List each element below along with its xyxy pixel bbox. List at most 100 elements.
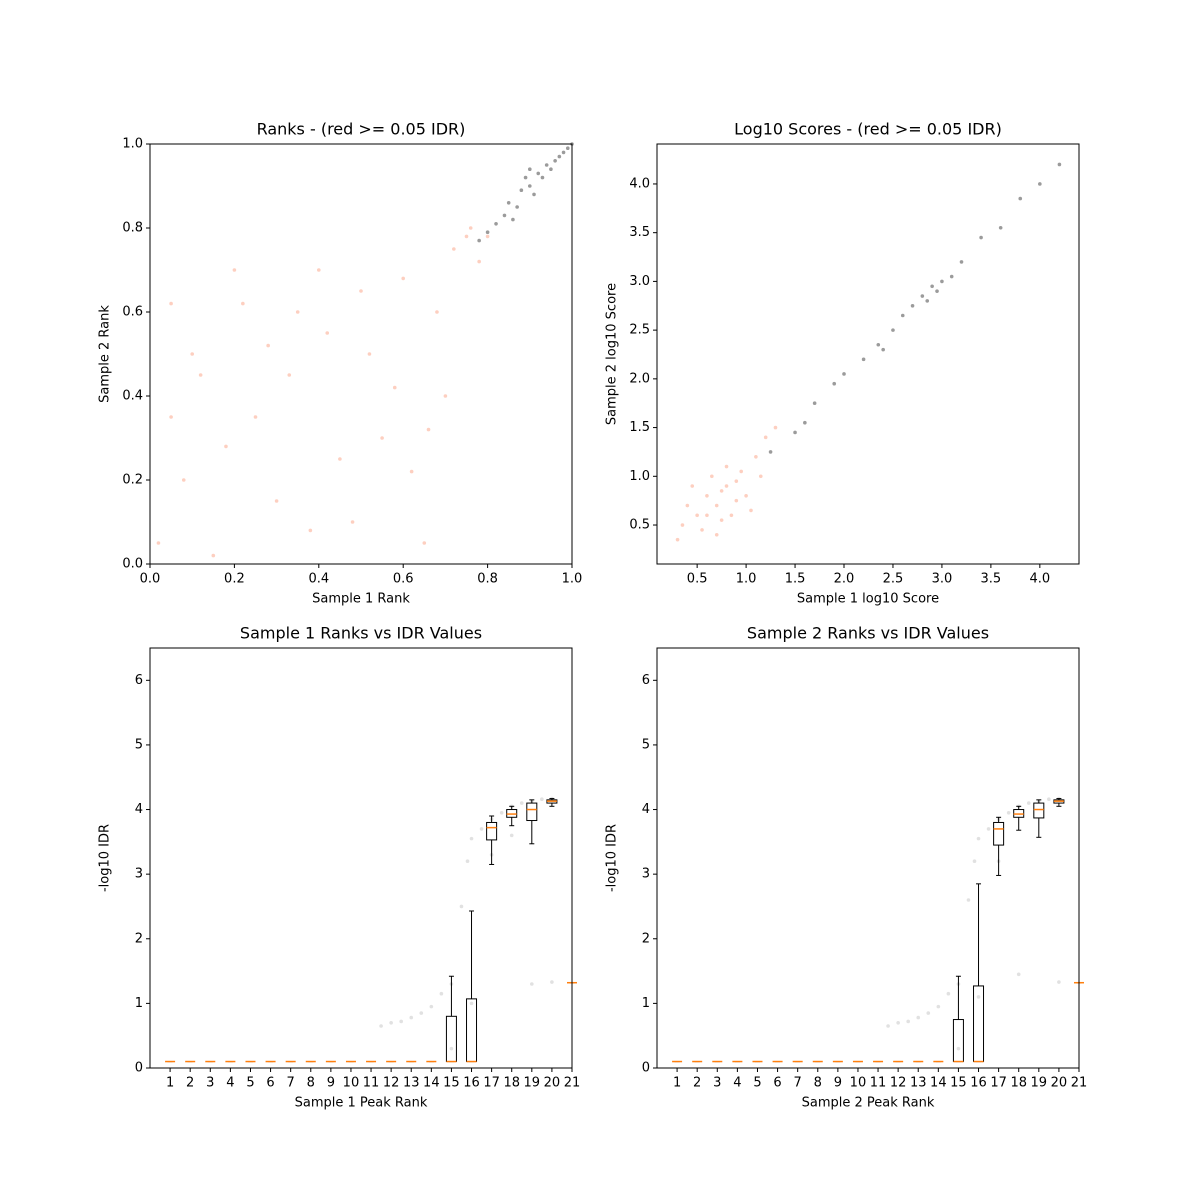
x-tick-label: 18 bbox=[503, 1076, 520, 1091]
x-tick-label: 19 bbox=[524, 1076, 541, 1091]
x-tick-label: 17 bbox=[483, 1076, 500, 1091]
x-tick-label: 17 bbox=[990, 1076, 1007, 1091]
x-tick-label: 13 bbox=[910, 1076, 927, 1091]
point bbox=[719, 489, 724, 493]
x-tick-label: 2 bbox=[186, 1076, 194, 1091]
y-tick-label: 0.4 bbox=[122, 389, 143, 404]
point bbox=[465, 859, 470, 864]
point bbox=[959, 260, 964, 264]
point bbox=[1057, 162, 1062, 167]
x-tick-label: 20 bbox=[544, 1076, 561, 1091]
point bbox=[724, 484, 729, 488]
point bbox=[287, 373, 292, 377]
x-tick-label: 14 bbox=[423, 1076, 440, 1091]
axes-frame bbox=[149, 143, 573, 565]
point bbox=[565, 146, 570, 150]
point bbox=[966, 898, 971, 902]
x-tick-label: 3.5 bbox=[981, 572, 1002, 587]
x-tick-label: 2 bbox=[693, 1076, 701, 1091]
point bbox=[832, 381, 837, 386]
point bbox=[896, 1020, 900, 1025]
y-tick-label: 2.5 bbox=[629, 323, 650, 338]
x-tick-label: 4.0 bbox=[1029, 572, 1050, 587]
point bbox=[241, 301, 245, 306]
point bbox=[675, 537, 680, 542]
point bbox=[477, 238, 481, 243]
y-axis-label: -log10 IDR bbox=[605, 824, 620, 892]
y-tick-label: 3.5 bbox=[629, 225, 650, 240]
point bbox=[886, 1024, 890, 1028]
point bbox=[812, 401, 817, 406]
axes-frame bbox=[656, 143, 1080, 565]
x-tick-label: 10 bbox=[850, 1076, 867, 1091]
point bbox=[861, 357, 866, 362]
point bbox=[768, 450, 773, 454]
point bbox=[479, 827, 484, 831]
point bbox=[935, 289, 939, 293]
x-tick-label: 0.6 bbox=[393, 572, 414, 587]
point bbox=[511, 217, 515, 222]
point bbox=[700, 528, 704, 532]
x-axis-label: Sample 1 log10 Score bbox=[797, 592, 939, 607]
point bbox=[544, 163, 549, 167]
point bbox=[1047, 797, 1051, 801]
point bbox=[211, 553, 216, 558]
point bbox=[705, 513, 709, 518]
y-tick-label: 1 bbox=[135, 996, 143, 1011]
point bbox=[389, 1020, 393, 1025]
y-tick-label: 4 bbox=[135, 802, 143, 817]
point bbox=[758, 474, 763, 479]
x-tick-label: 3.0 bbox=[932, 572, 953, 587]
point bbox=[1057, 980, 1061, 984]
point bbox=[399, 1019, 403, 1024]
point bbox=[528, 167, 532, 171]
x-tick-label: 15 bbox=[443, 1076, 460, 1091]
point bbox=[469, 1001, 474, 1006]
point bbox=[274, 499, 279, 503]
point bbox=[308, 528, 313, 533]
point bbox=[350, 520, 355, 524]
x-tick-label: 3 bbox=[206, 1076, 214, 1091]
point bbox=[449, 1046, 454, 1051]
y-tick-label: 0 bbox=[642, 1061, 650, 1076]
x-tick-label: 1.5 bbox=[785, 572, 806, 587]
y-tick-label: 5 bbox=[135, 737, 143, 752]
point bbox=[224, 444, 228, 449]
x-tick-label: 18 bbox=[1010, 1076, 1027, 1091]
point bbox=[1018, 196, 1023, 201]
y-tick-label: 5 bbox=[642, 737, 650, 752]
y-tick-label: 0.8 bbox=[122, 221, 143, 236]
point bbox=[876, 342, 881, 347]
point bbox=[906, 1019, 910, 1024]
point bbox=[557, 154, 562, 159]
point bbox=[443, 394, 448, 398]
point bbox=[426, 427, 431, 432]
point bbox=[979, 235, 983, 240]
y-axis-label: -log10 IDR bbox=[98, 824, 113, 892]
point bbox=[734, 479, 739, 483]
point bbox=[1016, 972, 1021, 977]
point bbox=[367, 352, 372, 356]
x-tick-label: 0.5 bbox=[687, 572, 708, 587]
x-axis-label: Sample 2 Peak Rank bbox=[802, 1096, 935, 1111]
y-tick-label: 3.0 bbox=[629, 274, 650, 289]
point bbox=[485, 230, 490, 234]
point bbox=[749, 508, 753, 513]
point bbox=[763, 435, 768, 440]
y-tick-label: 0 bbox=[135, 1061, 143, 1076]
x-tick-label: 16 bbox=[970, 1076, 987, 1091]
chart-title: Sample 2 Ranks vs IDR Values bbox=[747, 624, 989, 643]
point bbox=[714, 503, 719, 508]
point bbox=[1026, 801, 1031, 805]
point bbox=[181, 478, 186, 482]
point bbox=[729, 513, 734, 518]
y-tick-label: 0.5 bbox=[629, 518, 650, 533]
box bbox=[486, 821, 498, 841]
box bbox=[466, 998, 478, 1063]
point bbox=[920, 294, 925, 298]
box bbox=[952, 1019, 964, 1063]
point bbox=[392, 385, 397, 390]
y-tick-label: 1.0 bbox=[122, 137, 143, 152]
x-tick-label: 13 bbox=[403, 1076, 420, 1091]
point bbox=[842, 372, 846, 376]
